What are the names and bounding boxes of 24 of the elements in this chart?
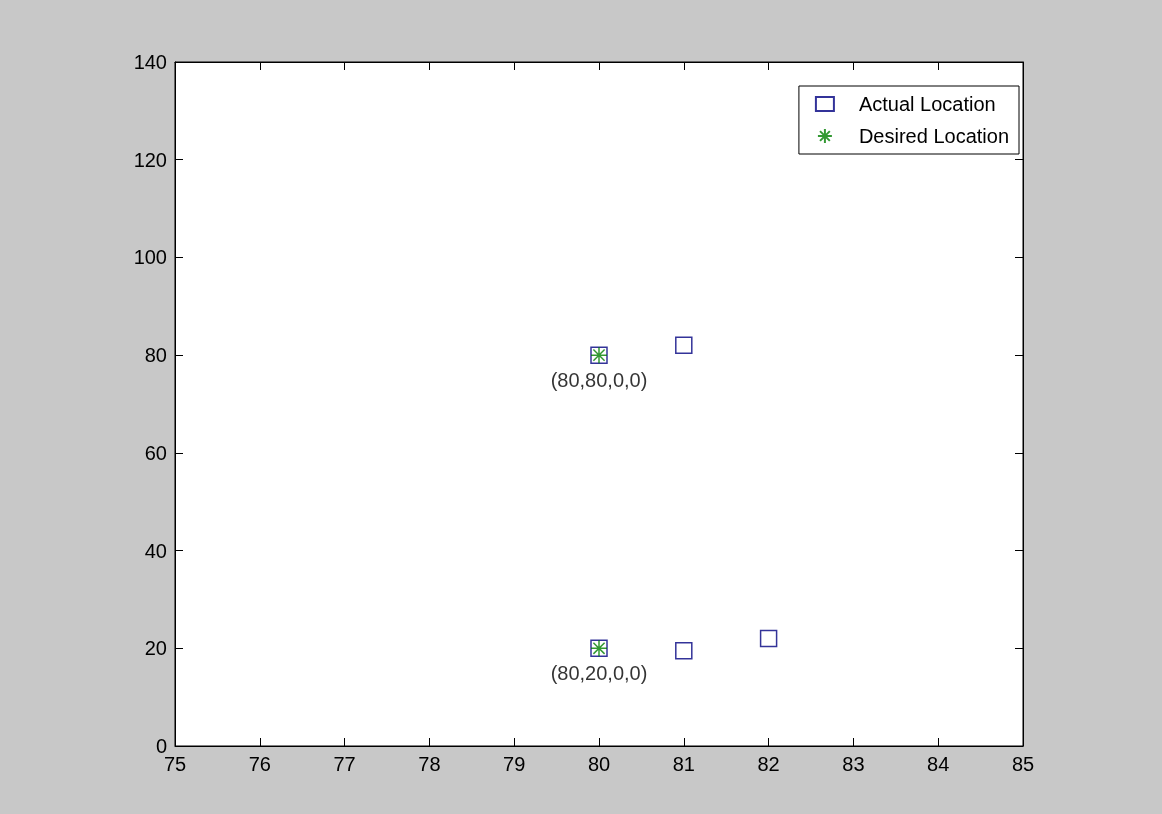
x-tick-label: 81 xyxy=(672,753,695,775)
point xyxy=(759,629,778,648)
x-tick-label: 84 xyxy=(927,753,950,775)
x-tick-label: 82 xyxy=(757,753,780,775)
point xyxy=(675,641,693,660)
legend-label: Desired Location xyxy=(858,125,1010,147)
legend-label: Actual Location xyxy=(858,93,996,115)
y-tick-label: 120 xyxy=(133,148,167,171)
y-tick-label: 80 xyxy=(144,344,167,367)
annotation: (80,20,0,0) xyxy=(550,661,648,684)
x-tick-label: 79 xyxy=(503,753,526,775)
y-tick-label: 40 xyxy=(144,539,167,562)
x-tick-label: 85 xyxy=(1011,753,1035,775)
y-tick-label: 20 xyxy=(144,637,167,660)
x-tick-label: 77 xyxy=(333,753,356,775)
annotation: (80,80,0,0) xyxy=(550,368,648,391)
x-tick-label: 78 xyxy=(418,753,441,775)
x-tick-label: 76 xyxy=(248,753,271,775)
y-tick-label: 60 xyxy=(144,441,167,464)
y-tick-label: 100 xyxy=(133,246,167,269)
x-tick-label: 80 xyxy=(587,753,611,775)
y-tick-label: 140 xyxy=(133,51,167,73)
point xyxy=(675,336,693,355)
x-tick-label: 83 xyxy=(842,753,865,775)
